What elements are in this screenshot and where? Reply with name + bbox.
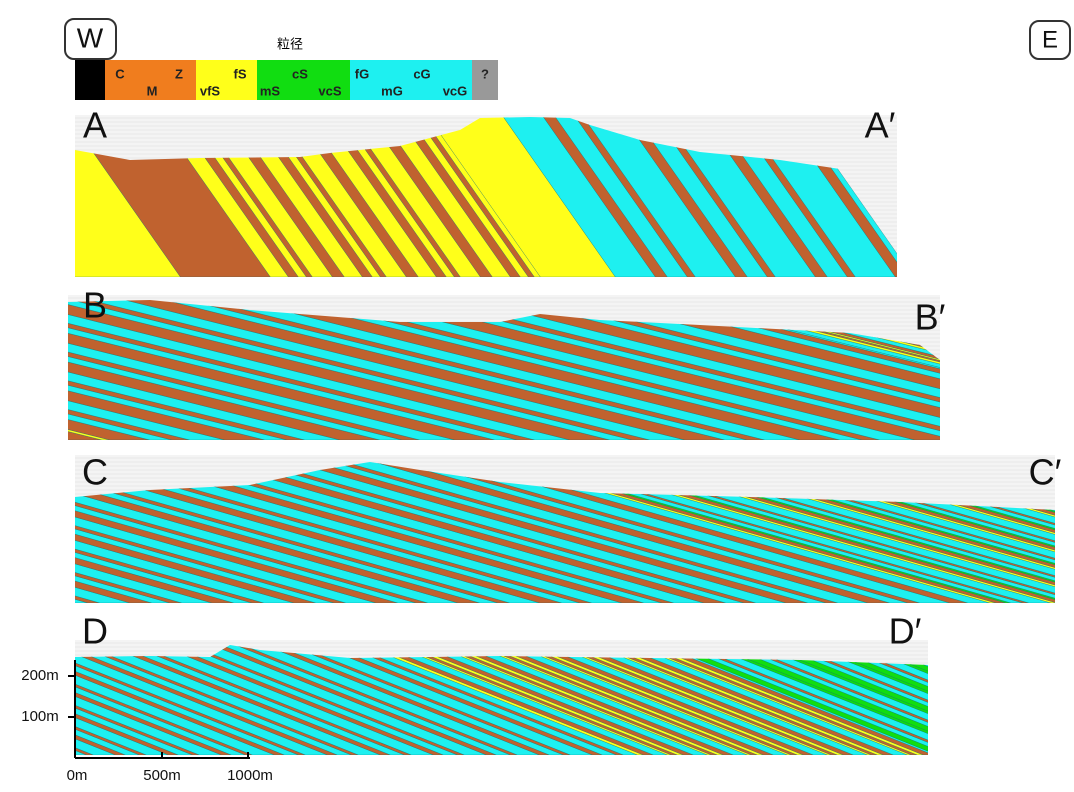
stratum — [0, 640, 34, 755]
legend-label: C — [115, 66, 125, 81]
cross-section-figure: W E 粒径 C M ZvfS fS mS cS vcS fG mG cG vcG? A A′ B B′ C… — [0, 0, 1074, 792]
legend-swatch — [75, 60, 105, 100]
legend-label: vcG — [443, 83, 468, 98]
stratum — [0, 640, 63, 755]
scale-label: 1000m — [227, 767, 273, 784]
stratum — [0, 455, 70, 603]
cross-section — [0, 455, 1074, 603]
section-label-end: C′ — [1029, 452, 1062, 493]
stratum — [0, 455, 88, 603]
section-label-end: D′ — [889, 611, 922, 652]
legend-label: M — [147, 83, 158, 98]
cross-section — [0, 115, 913, 277]
stratum — [0, 640, 73, 755]
section-label-end: A′ — [865, 105, 896, 146]
legend-label: vcS — [318, 83, 341, 98]
stratum — [0, 455, 48, 603]
stratum — [0, 640, 41, 755]
section-label: C — [82, 452, 108, 493]
stratum — [941, 295, 1074, 440]
stratum — [0, 640, 87, 755]
stratum — [928, 640, 1074, 755]
cross-section — [0, 640, 1074, 755]
section-label: D — [82, 611, 108, 652]
legend-label: vfS — [200, 83, 221, 98]
stratum — [936, 295, 1074, 440]
stratum — [0, 295, 28, 440]
stratum — [0, 640, 20, 755]
legend — [75, 60, 498, 100]
section-label: B — [83, 285, 107, 326]
legend-label: ? — [481, 66, 489, 81]
scale-label: 500m — [143, 767, 181, 784]
legend-title: 粒径 — [277, 36, 303, 51]
east-label: E — [1042, 26, 1058, 53]
scale-label: 0m — [67, 767, 88, 784]
legend-label: mG — [381, 83, 403, 98]
legend-label: cS — [292, 66, 308, 81]
section-label: A — [83, 105, 107, 146]
legend-label: fS — [234, 66, 247, 81]
sections — [0, 115, 1074, 755]
stratum — [922, 640, 1074, 755]
scale-label: 100m — [21, 708, 59, 725]
legend-label: cG — [413, 66, 430, 81]
legend-label: fG — [355, 66, 369, 81]
stratum — [0, 640, 10, 755]
stratum — [912, 640, 1074, 755]
west-label: W — [77, 22, 104, 53]
cross-section — [0, 295, 1074, 440]
stratum — [930, 295, 1074, 440]
legend-label: Z — [175, 66, 183, 81]
scale-label: 200m — [21, 667, 59, 684]
stratum — [0, 295, 42, 440]
legend-label: mS — [260, 83, 281, 98]
section-label-end: B′ — [915, 297, 946, 338]
